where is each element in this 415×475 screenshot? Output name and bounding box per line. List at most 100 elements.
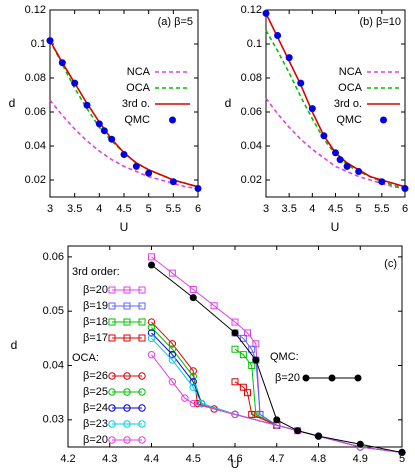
x-tick-label: 5 [356, 203, 362, 215]
marker [189, 383, 197, 391]
marker [231, 378, 239, 386]
marker [147, 318, 156, 326]
y-tick-label: 0.08 [241, 72, 262, 84]
marker [108, 318, 116, 326]
marker [189, 378, 197, 386]
marker [252, 340, 260, 348]
x-tick-label: 5 [146, 203, 152, 215]
x-tick-label: 4.5 [328, 203, 343, 215]
marker [100, 127, 108, 135]
marker [120, 151, 128, 158]
x-tick-label: 6 [195, 203, 201, 215]
x-tick-label: 6 [402, 203, 408, 215]
marker [123, 436, 131, 444]
y-axis-label: d [9, 96, 16, 110]
marker [108, 388, 116, 396]
marker [332, 149, 339, 157]
x-tick-label: 4.5 [186, 453, 201, 465]
marker [138, 404, 146, 412]
y-tick-label: 0.1 [31, 38, 46, 50]
legend-label: β=20 [83, 284, 108, 296]
series-line [234, 381, 277, 426]
marker [302, 374, 310, 382]
x-tick-label: 4.9 [353, 453, 368, 465]
marker [378, 178, 386, 186]
marker [231, 318, 239, 326]
marker [58, 59, 66, 67]
marker [138, 286, 146, 294]
legend-label: OCA [126, 82, 151, 94]
marker [71, 79, 79, 87]
marker [320, 132, 328, 140]
marker [108, 372, 116, 380]
y-tick-label: 0.04 [25, 140, 46, 152]
marker [398, 448, 406, 456]
panel-title: (a) β=5 [158, 16, 193, 28]
y-tick-label: 0.06 [43, 251, 64, 263]
marker [239, 334, 247, 342]
marker [108, 302, 116, 310]
panel-title: (c) [384, 258, 397, 270]
y-tick-label: 0.02 [25, 174, 46, 186]
marker [244, 329, 252, 337]
marker [181, 394, 189, 402]
y-tick-label: 0.05 [43, 305, 64, 317]
legend-label: β=17 [83, 332, 108, 344]
marker [356, 440, 364, 448]
marker [197, 399, 206, 408]
marker [168, 269, 176, 277]
marker [147, 329, 156, 337]
marker [145, 169, 153, 177]
x-axis-label: U [120, 220, 129, 234]
marker [343, 162, 351, 170]
marker [123, 286, 131, 294]
marker [248, 410, 256, 418]
marker [189, 285, 197, 293]
marker [285, 54, 293, 62]
marker [168, 340, 177, 348]
legend-label: NCA [339, 66, 363, 78]
series-line [151, 256, 298, 432]
legend-label: β=25 [83, 386, 108, 398]
x-tick-label: 4.4 [144, 453, 159, 465]
x-axis-label: U [231, 457, 240, 470]
marker [273, 416, 281, 424]
marker [168, 345, 177, 353]
marker [169, 116, 176, 124]
marker [147, 350, 156, 359]
marker [248, 345, 256, 353]
y-tick-label: 0.04 [43, 359, 64, 371]
marker [297, 79, 305, 87]
marker [189, 294, 197, 302]
marker [123, 334, 131, 342]
legend-label: β=23 [83, 418, 108, 430]
marker [108, 135, 116, 143]
series-line [151, 354, 403, 453]
marker [83, 101, 91, 109]
x-tick-label: 5.5 [166, 203, 181, 215]
marker [189, 367, 197, 375]
marker [123, 318, 131, 326]
legend-label: OCA [338, 82, 363, 94]
x-tick-label: 4.2 [60, 453, 75, 465]
series-line [151, 327, 403, 453]
legend-label: NCA [127, 66, 151, 78]
x-tick-label: 3.5 [67, 203, 82, 215]
marker [252, 356, 260, 364]
marker [108, 286, 116, 294]
marker [239, 383, 247, 391]
marker [138, 334, 146, 342]
marker [308, 105, 316, 113]
marker [108, 404, 116, 412]
y-tick-label: 0.12 [241, 4, 262, 16]
marker [380, 116, 387, 124]
marker [138, 436, 146, 444]
legend-label: β=20 [83, 434, 108, 446]
marker [132, 162, 140, 170]
marker [168, 378, 177, 386]
marker [189, 399, 197, 408]
marker [248, 362, 256, 370]
marker [194, 185, 202, 192]
legend-label: β=18 [83, 316, 108, 328]
